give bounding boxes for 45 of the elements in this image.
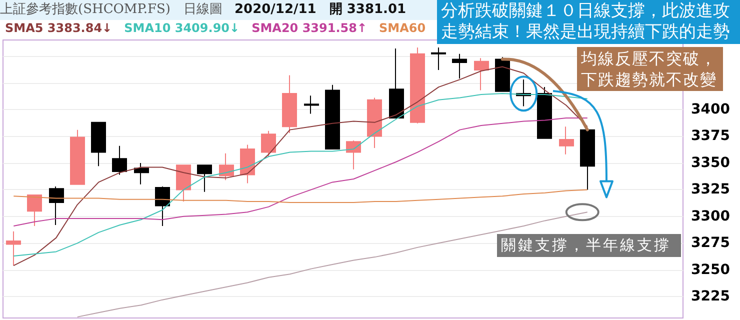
candlestick (176, 164, 191, 202)
candlestick (282, 74, 297, 134)
candlestick (70, 129, 85, 185)
candlestick (389, 48, 404, 119)
candlestick (134, 162, 149, 185)
candlestick (91, 122, 106, 167)
y-tick-label: 3325 (691, 182, 730, 198)
annotation: 均線反壓不突破，下跌趨勢就不改變 (577, 47, 723, 91)
y-tick-label: 3350 (691, 154, 730, 171)
candlestick (410, 46, 425, 124)
candlestick (431, 46, 446, 70)
y-tick-label: 3400 (691, 102, 730, 118)
candlestick (304, 95, 319, 114)
line-series (13, 189, 588, 204)
candlestick (367, 97, 382, 148)
y-tick-label: 3225 (691, 288, 730, 305)
candlestick (240, 144, 255, 184)
chart-subtitle: 2020/12/11 開 3381.01 (234, 2, 406, 17)
candlestick (197, 164, 212, 192)
text: SMA60 (379, 21, 426, 35)
candlestick (559, 126, 574, 155)
y-tick-label: 3375 (691, 128, 730, 144)
chart-title: 上証參考指數(SHCOMP.FS) 日線圖 (0, 2, 222, 17)
candlestick (49, 186, 64, 226)
candlestick (261, 130, 276, 158)
text: SMA20 3391.58↑ (252, 21, 368, 35)
line-series (13, 118, 588, 227)
candlestick (537, 86, 552, 139)
candlestick (112, 145, 127, 176)
text: SMA5 3383.84↓ (5, 21, 112, 35)
candlestick (474, 58, 489, 91)
y-tick-label: 3300 (691, 208, 730, 224)
candlestick (27, 194, 42, 227)
candlestick (452, 53, 467, 79)
candlestick (580, 129, 595, 190)
annotation: 分析跌破關鍵１０日線支撐，此波進攻走勢結束！果然是出現持續下跌的走勢 (437, 0, 740, 44)
candlestick (219, 152, 234, 181)
y-tick-label: 3275 (691, 235, 730, 252)
candlestick (155, 186, 170, 227)
text: SMA10 3409.90↓ (124, 21, 240, 35)
candlestick (346, 140, 361, 170)
candlestick (6, 230, 21, 266)
y-tick-label: 3250 (691, 262, 730, 278)
candlestick (325, 84, 340, 150)
annotation: 關鍵支撐，半年線支撐 (497, 234, 681, 257)
